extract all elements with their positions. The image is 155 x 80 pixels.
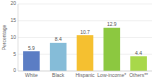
y-tick-label: 0 bbox=[13, 67, 16, 73]
chart-container: 0 5 10 15 20 Percentage 5.9 8.4 10.7 12.9 4.4 White… bbox=[0, 0, 155, 80]
grid-line bbox=[18, 20, 152, 21]
bar bbox=[23, 51, 40, 71]
data-label: 12.9 bbox=[107, 21, 117, 27]
x-axis: White Black HispanicLow-income*Others** bbox=[25, 72, 148, 78]
y-tick-label: 15 bbox=[10, 17, 16, 23]
bar bbox=[103, 28, 120, 71]
data-label: 5.9 bbox=[28, 45, 35, 51]
y-axis-label: Percentage bbox=[1, 24, 7, 50]
data-label: 10.7 bbox=[80, 29, 90, 35]
y-axis-line bbox=[18, 4, 19, 71]
y-tick-label: 5 bbox=[13, 51, 16, 57]
y-axis: 0 5 10 15 20 bbox=[10, 0, 152, 73]
bar bbox=[77, 35, 94, 71]
x-tick-label: Black bbox=[52, 72, 65, 78]
x-tick-label: Low-income* bbox=[97, 72, 126, 78]
x-tick-label: White bbox=[25, 72, 38, 78]
data-label: 8.4 bbox=[55, 36, 62, 42]
bar bbox=[130, 56, 147, 71]
x-tick-label: Hispanic bbox=[75, 72, 95, 78]
x-tick-label: Others** bbox=[129, 72, 148, 78]
bar bbox=[50, 43, 67, 71]
bars bbox=[23, 28, 147, 71]
data-label: 4.4 bbox=[135, 50, 142, 56]
chart: 0 5 10 15 20 Percentage 5.9 8.4 10.7 12.9 4.4 White… bbox=[0, 0, 155, 80]
labels: 5.9 8.4 10.7 12.9 4.4 bbox=[28, 21, 142, 55]
y-tick-label: 10 bbox=[10, 34, 16, 40]
grid-line bbox=[18, 4, 152, 5]
y-tick-label: 20 bbox=[10, 0, 16, 6]
